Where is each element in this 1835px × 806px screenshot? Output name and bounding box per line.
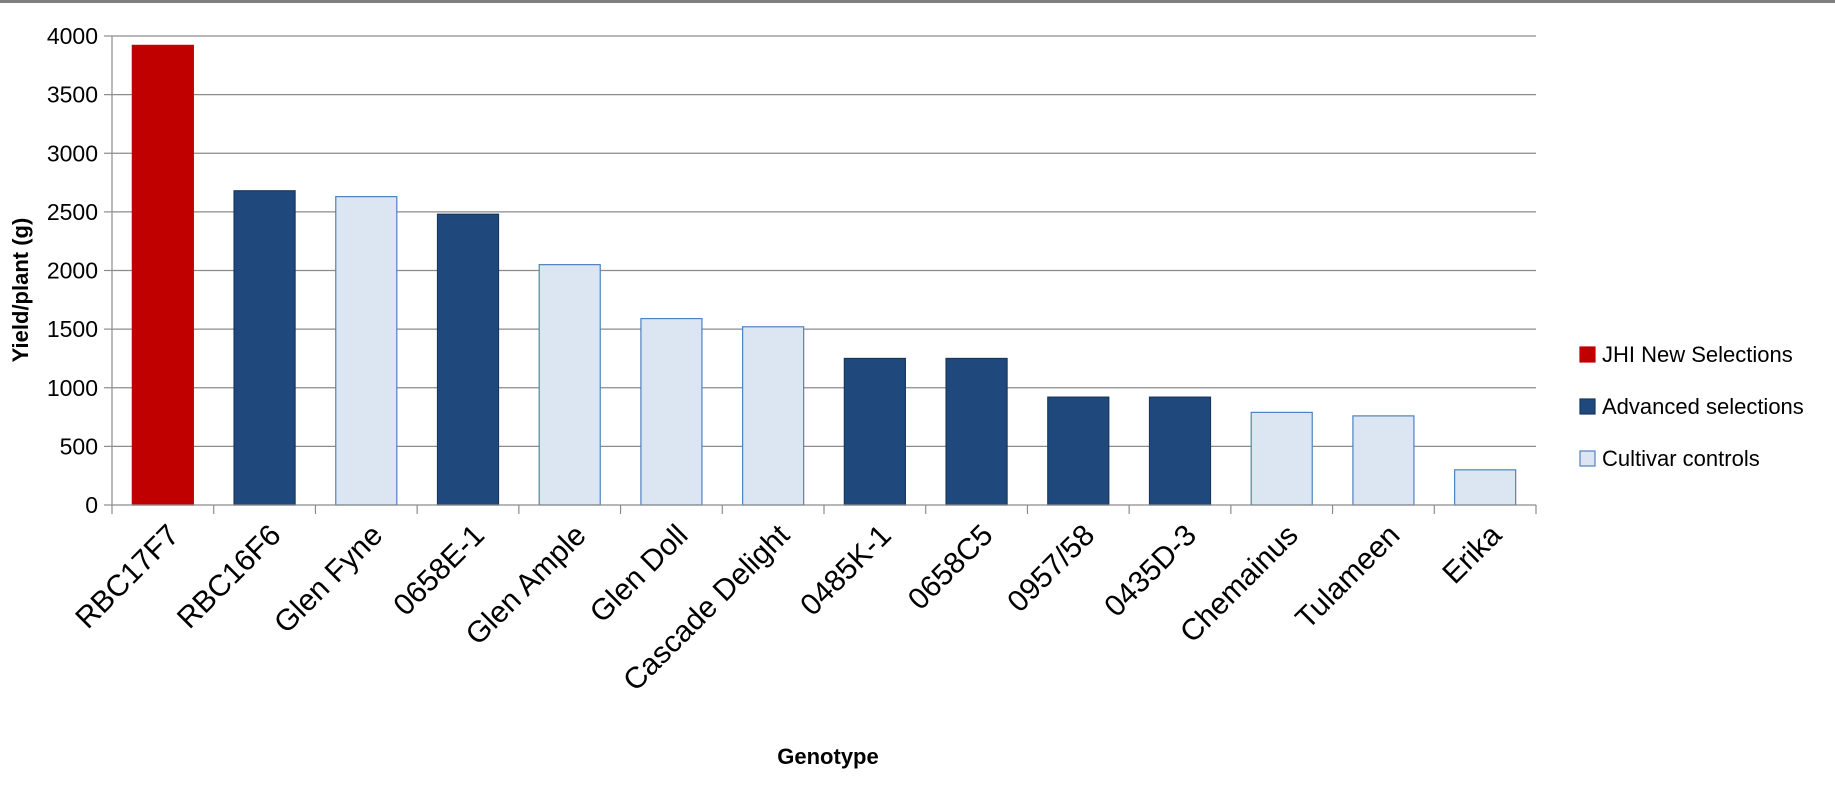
top-border [0,0,1835,3]
bars [131,44,1517,506]
x-tick-label: Tulameen [1289,519,1406,636]
bar-glen-doll [640,317,703,506]
bar-rbc16f6 [233,190,296,506]
legend-label: JHI New Selections [1602,342,1793,367]
legend-label: Advanced selections [1602,394,1804,419]
legend-swatch [1579,398,1596,415]
x-tick-label: Glen Fyne [268,519,389,640]
bar-0435d-3 [1148,396,1212,506]
legend-swatch [1579,346,1596,363]
bar-0658c5 [945,357,1008,506]
y-tick-label: 3500 [47,82,98,108]
bar-glen-fyne [335,196,398,506]
gridlines [112,35,1536,447]
y-axis-title: Yield/plant (g) [8,218,33,363]
bar-0957-58 [1047,396,1110,506]
x-tick-label: Erika [1436,518,1508,590]
bar-erika [1454,469,1517,506]
bar-0658e-1 [436,213,500,506]
x-tick-label: 0485K-1 [794,519,898,623]
y-tick-label: 2000 [47,258,98,284]
bar-tulameen [1352,415,1415,506]
bar-chemainus [1250,411,1313,506]
legend-label: Cultivar controls [1602,446,1760,471]
legend: JHI New Selections Advanced selections Cul… [1579,342,1804,471]
bar-0485k-1 [843,357,906,506]
y-tick-label: 500 [60,433,98,459]
x-tick-label: 0658C5 [902,519,1000,617]
bar-rbc17f7 [131,44,194,506]
y-tick-label: 4000 [47,23,98,49]
x-axis-title: Genotype [777,744,878,769]
y-tick-label: 1500 [47,316,98,342]
x-tick-label: 0957/58 [1001,519,1101,619]
bar-glen-ample [538,264,601,506]
x-tick-label: RBC17F7 [69,519,185,635]
y-tick-labels: 0 500 1000 1500 2000 2500 3000 3500 4000 [47,23,98,518]
y-tick-label: 2500 [47,199,98,225]
y-tick-label: 0 [85,492,98,518]
x-tick-label: 0435D-3 [1098,519,1203,624]
legend-swatch [1579,450,1596,467]
y-tick-label: 3000 [47,140,98,166]
axes [104,35,1537,514]
x-tick-label: 0658E-1 [387,519,491,623]
y-tick-label: 1000 [47,375,98,401]
bar-cascade-delight [742,326,805,506]
